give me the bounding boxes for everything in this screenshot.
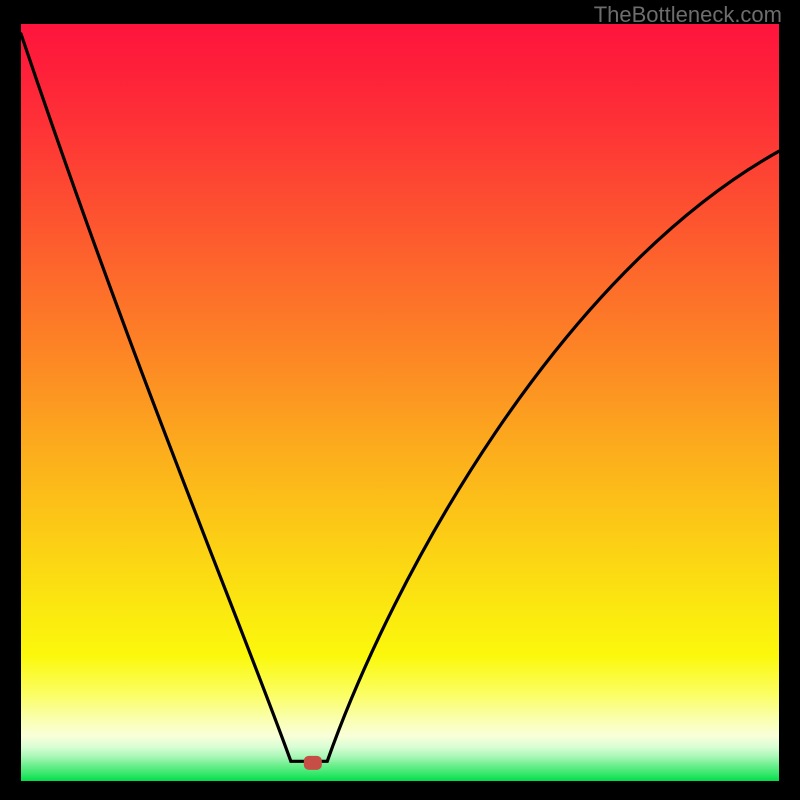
chart-plot-area xyxy=(21,24,779,781)
minimum-marker xyxy=(304,756,322,770)
chart-svg xyxy=(0,0,800,800)
bottleneck-chart: TheBottleneck.com xyxy=(0,0,800,800)
watermark-text: TheBottleneck.com xyxy=(594,2,782,28)
